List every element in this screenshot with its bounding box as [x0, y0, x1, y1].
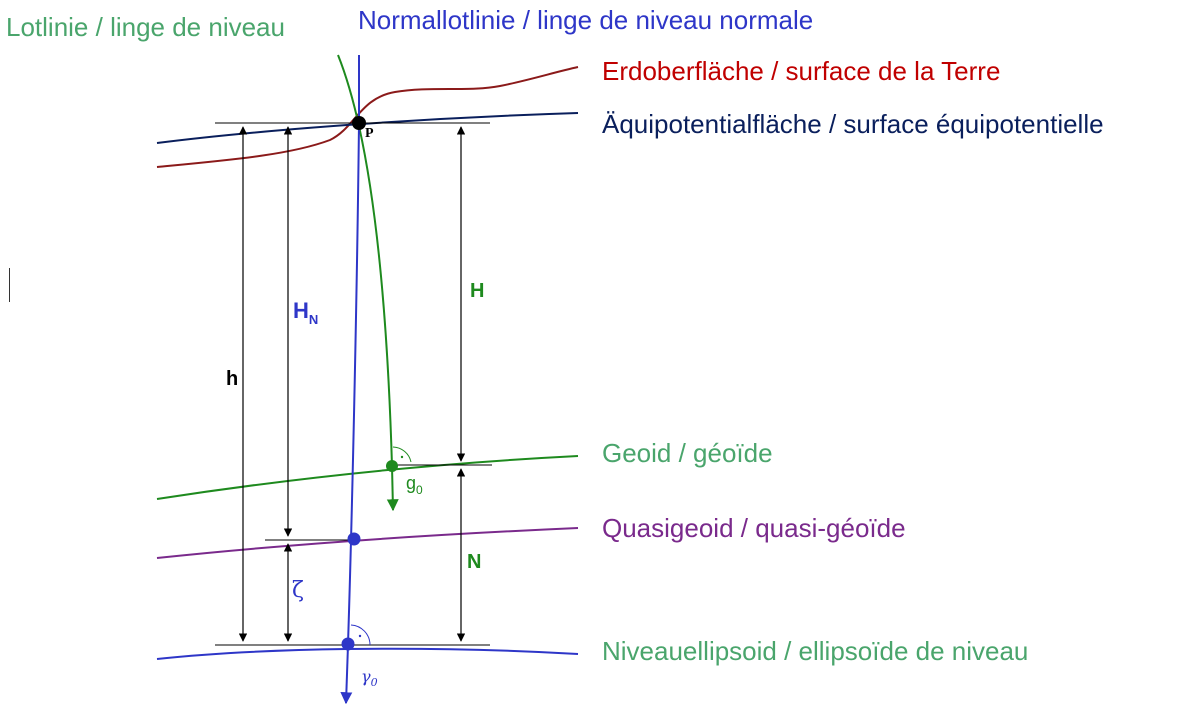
text-cursor-mark — [9, 268, 10, 302]
normal-plumb-line — [347, 55, 360, 645]
equipotential-surface-curve — [156, 112, 579, 144]
height-anomaly-symbol: ζ — [292, 578, 304, 603]
plumb-line — [337, 54, 393, 467]
geoid-right-angle-mark — [392, 446, 412, 463]
ellipsoid-point — [341, 637, 355, 651]
ellipsoid-right-angle-dot — [358, 634, 362, 638]
point-p-symbol: P — [365, 126, 374, 141]
geoid-label: Geoid / géoïde — [602, 438, 773, 468]
normal-plumb-line-label: Normallotlinie / linge de niveau normale — [358, 5, 814, 35]
level-ellipsoid-curve — [156, 647, 579, 660]
geoid-undulation-symbol: N — [467, 551, 481, 573]
quasigeoid-point — [347, 532, 361, 546]
point-p — [352, 116, 366, 130]
earth-surface-curve — [156, 66, 579, 168]
geoid-point — [386, 460, 398, 472]
normal-gravity-vector — [340, 644, 353, 705]
ellipsoidal-height-symbol: h — [226, 368, 238, 390]
gravity-vector — [386, 465, 399, 512]
level-ellipsoid-label: Niveauellipsoid / ellipsoïde de niveau — [602, 636, 1029, 666]
normal-height-symbol: HN — [293, 298, 318, 327]
geoid-right-angle-dot — [400, 455, 404, 459]
earth-surface-label: Erdoberfläche / surface de la Terre — [602, 56, 1001, 86]
plumb-line-label: Lotlinie / linge de niveau — [6, 12, 285, 42]
gravity-symbol: g0 — [406, 473, 423, 497]
orthometric-height-symbol: H — [470, 280, 484, 302]
geoid-curve — [156, 455, 579, 500]
quasigeoid-curve — [156, 527, 579, 559]
equipotential-surface-label: Äquipotentialfläche / surface équipotent… — [602, 109, 1104, 139]
ellipsoid-right-angle-mark — [350, 624, 371, 646]
quasigeoid-label: Quasigeoid / quasi-géoïde — [602, 513, 906, 543]
normal-gravity-symbol: γ0 — [361, 667, 378, 689]
